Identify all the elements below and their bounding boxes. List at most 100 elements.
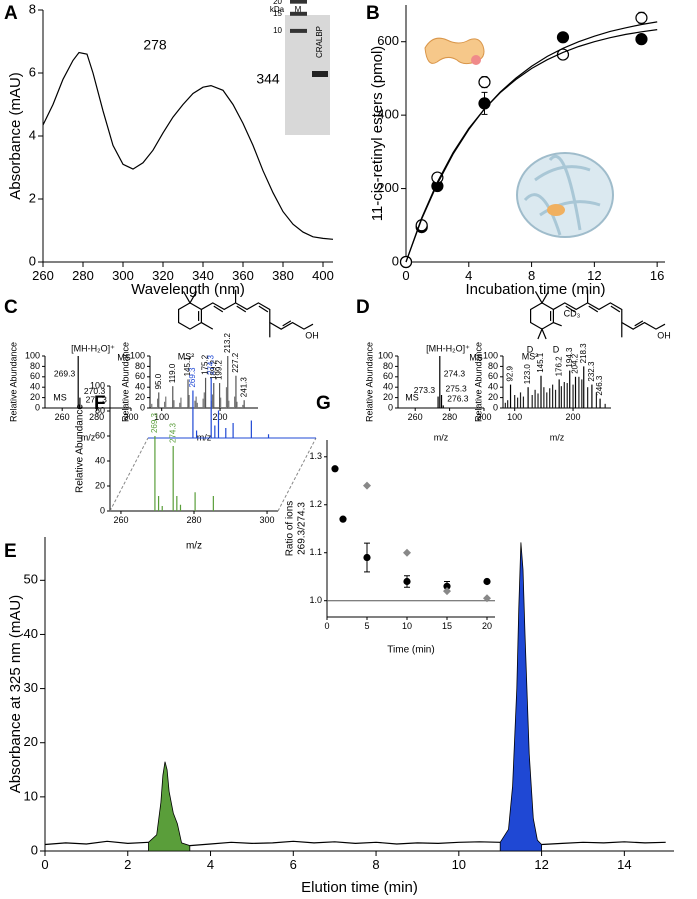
x-tick-label: 280	[442, 412, 457, 422]
point	[483, 577, 491, 586]
x-axis-title: m/z	[434, 432, 449, 442]
y-tick-label: 6	[29, 64, 36, 79]
x-axis-title: m/z	[550, 432, 565, 442]
double-bond	[634, 320, 644, 327]
point	[483, 594, 491, 603]
x-tick-label: 10	[452, 857, 466, 872]
ligand-image	[424, 37, 485, 65]
fit-curve	[405, 29, 658, 263]
peak-label: 232.3	[587, 361, 596, 382]
ligand-oxygen	[471, 55, 481, 65]
peak-area	[148, 761, 191, 852]
peak-label: 270.3	[84, 386, 106, 396]
x-tick-label: 100	[154, 412, 169, 422]
x-tick-label: 300	[112, 268, 134, 283]
x-tick-label: 340	[192, 268, 214, 283]
panel-letter: B	[366, 3, 380, 24]
x-tick-label: 200	[213, 412, 228, 422]
x-axis-title: m/z	[186, 541, 202, 552]
y-tick-label: 20	[135, 392, 145, 402]
x-tick-label: 260	[32, 268, 54, 283]
y-tick-label: 0	[29, 253, 36, 268]
peak-area	[499, 542, 543, 852]
y-tick-label: 0	[388, 402, 393, 412]
y-tick-label: 0	[493, 402, 498, 412]
protein-ribbon	[548, 154, 582, 231]
y-tick-label: 60	[30, 371, 40, 381]
y-tick-label: 2	[29, 190, 36, 205]
y-tick-label: 600	[377, 33, 399, 48]
peak-label: 176.2	[554, 356, 563, 377]
panel-letter: G	[316, 393, 331, 414]
y-tick-label: 20	[95, 480, 105, 490]
y-axis-title: Ratio of ions	[285, 501, 296, 557]
protein-ribbon	[539, 200, 601, 217]
x-tick-label: 280	[72, 268, 94, 283]
x-tick-label: 4	[207, 857, 214, 872]
gem-dimethyl	[534, 291, 550, 305]
deuterium-bonds	[537, 327, 547, 340]
sample-band	[312, 71, 328, 77]
peak-label: 227.2	[231, 352, 240, 373]
x-tick-label: 380	[272, 268, 294, 283]
peak-label: 175.2	[201, 354, 210, 375]
y-tick-label: 40	[135, 382, 145, 392]
annotation: [MH-H₂O]⁺	[71, 343, 115, 353]
peak-label: 189.2	[209, 359, 218, 380]
y-tick-label: 80	[135, 361, 145, 371]
y-axis-title: Relative Abundance	[473, 342, 483, 422]
panel-letter: D	[356, 297, 370, 318]
y-tick-label: 100	[483, 350, 498, 360]
ladder-label: 20	[273, 0, 282, 6]
x-axis-title: Incubation time (min)	[465, 281, 605, 298]
y-tick-label: 1.3	[309, 451, 322, 461]
y-tick-label: 20	[30, 392, 40, 402]
protein-ribbon	[534, 165, 591, 182]
y-tick-label: 50	[24, 572, 38, 587]
x-tick-label: 0	[324, 621, 329, 631]
x-tick-label: 10	[402, 621, 412, 631]
peak-label: 276.3	[447, 394, 469, 404]
ladder-label: 10	[273, 26, 282, 35]
y-tick-label: 100	[378, 350, 393, 360]
protein-ribbon	[523, 193, 562, 236]
peak-label: 95.0	[154, 373, 163, 389]
y-axis-title: Relative Abundance	[8, 342, 18, 422]
y-tick-label: 8	[29, 1, 36, 16]
x-tick-label: 100	[507, 412, 522, 422]
peak-label: 145.1	[183, 356, 192, 377]
point	[331, 465, 339, 473]
methyl	[553, 322, 562, 327]
x-axis-title: m/z	[197, 432, 212, 442]
gem-dimethyl	[182, 291, 198, 305]
y-axis-title: Relative Abundance	[364, 342, 374, 422]
plane-edge	[109, 437, 149, 512]
double-bond	[610, 305, 621, 313]
y-tick-label: 30	[24, 680, 38, 695]
annotation: [MH-H₂O]⁺	[426, 343, 470, 353]
data-line	[44, 840, 666, 847]
fit-curve	[405, 21, 658, 263]
x-tick-label: 5	[364, 621, 369, 631]
y-tick-label: 1.2	[309, 499, 322, 509]
y-tick-label: 4	[29, 127, 36, 142]
y-tick-label: 80	[488, 361, 498, 371]
ladder-label: 15	[273, 9, 282, 18]
peak-label: 274.3	[206, 354, 215, 375]
x-tick-label: 260	[55, 412, 70, 422]
panel-letter: C	[4, 297, 18, 318]
peak-label: 123.0	[523, 364, 532, 385]
peak-label: 269.3	[188, 367, 197, 388]
peak-label: 271.3	[86, 395, 108, 405]
x-axis-title: Elution time (min)	[301, 879, 418, 896]
double-bond	[236, 305, 247, 313]
x-tick-label: 260	[113, 515, 128, 525]
peak-label: 213.2	[223, 332, 232, 353]
y-axis-title: Relative Abundance	[75, 404, 86, 493]
annotation: MS²	[522, 351, 539, 361]
y-tick-label: 40	[30, 382, 40, 392]
gel-inset: kDaMCRALBP75503725201510	[270, 0, 330, 135]
y-tick-label: 100	[25, 350, 40, 360]
x-tick-label: 260	[408, 412, 423, 422]
